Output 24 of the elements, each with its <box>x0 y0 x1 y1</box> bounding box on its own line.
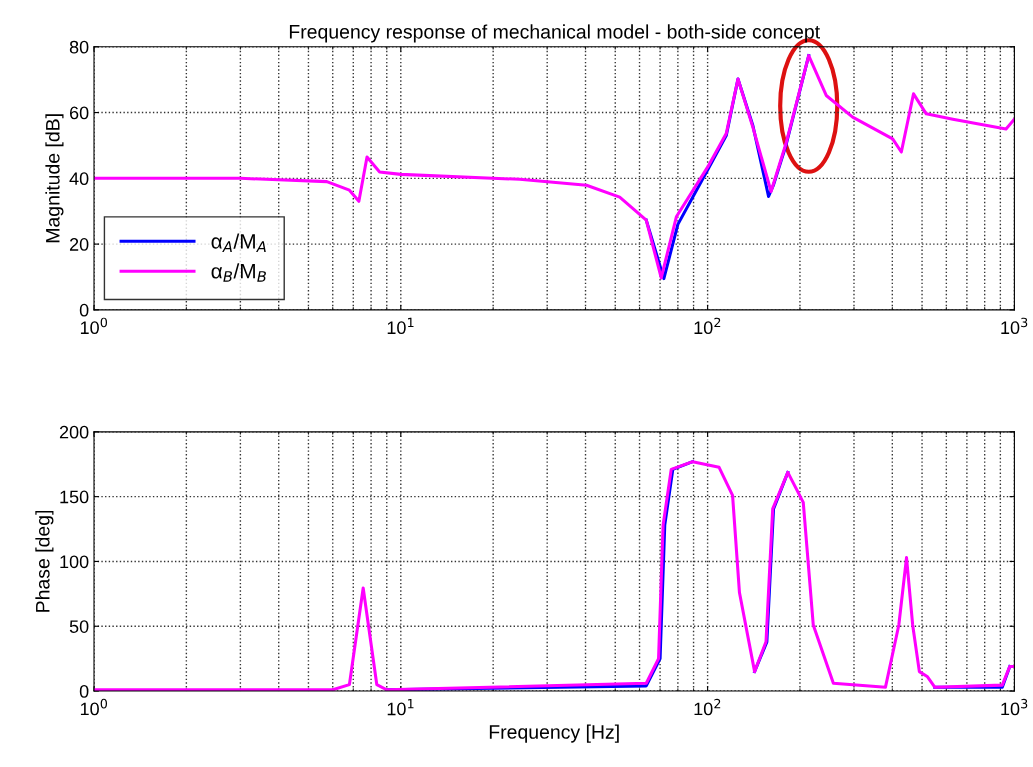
x-tick-label: 10$^{3}$ <box>1001 317 1028 335</box>
y-tick-label: 40 <box>69 172 89 186</box>
x-tick-label: 10$^{2}$ <box>694 698 721 716</box>
x-axis-title: Frequency [Hz] <box>489 724 619 743</box>
y-tick-label: 20 <box>69 238 89 251</box>
x-tick-label: 10$^{3}$ <box>1001 698 1028 716</box>
y-tick-label: 0 <box>79 303 89 317</box>
x-tick-label: 10$^{2}$ <box>694 317 721 335</box>
y-tick-label: 100 <box>60 555 89 569</box>
y-tick-label: 50 <box>69 620 89 633</box>
y-tick-label: 60 <box>69 106 89 120</box>
y-tick-label: 80 <box>69 40 89 54</box>
x-tick-label: 10$^{0}$ <box>80 317 108 335</box>
chart-title: Frequency response of mechanical model - both-side concept <box>289 24 820 43</box>
x-tick-label: 10$^{0}$ <box>80 698 108 716</box>
y-axis-title: Phase [deg] <box>35 510 54 612</box>
y-tick-label: 0 <box>79 685 89 698</box>
legend-label: α$_{B}$/M$_{B}$ <box>211 263 266 282</box>
legend-label: α$_{A}$/M$_{A}$ <box>211 233 266 252</box>
x-tick-label: 10$^{1}$ <box>387 699 414 716</box>
x-tick-label: 10$^{1}$ <box>387 317 414 335</box>
y-axis-title: Magnitude [dB] <box>45 114 64 243</box>
y-tick-label: 200 <box>59 425 89 439</box>
y-tick-label: 150 <box>60 490 89 504</box>
